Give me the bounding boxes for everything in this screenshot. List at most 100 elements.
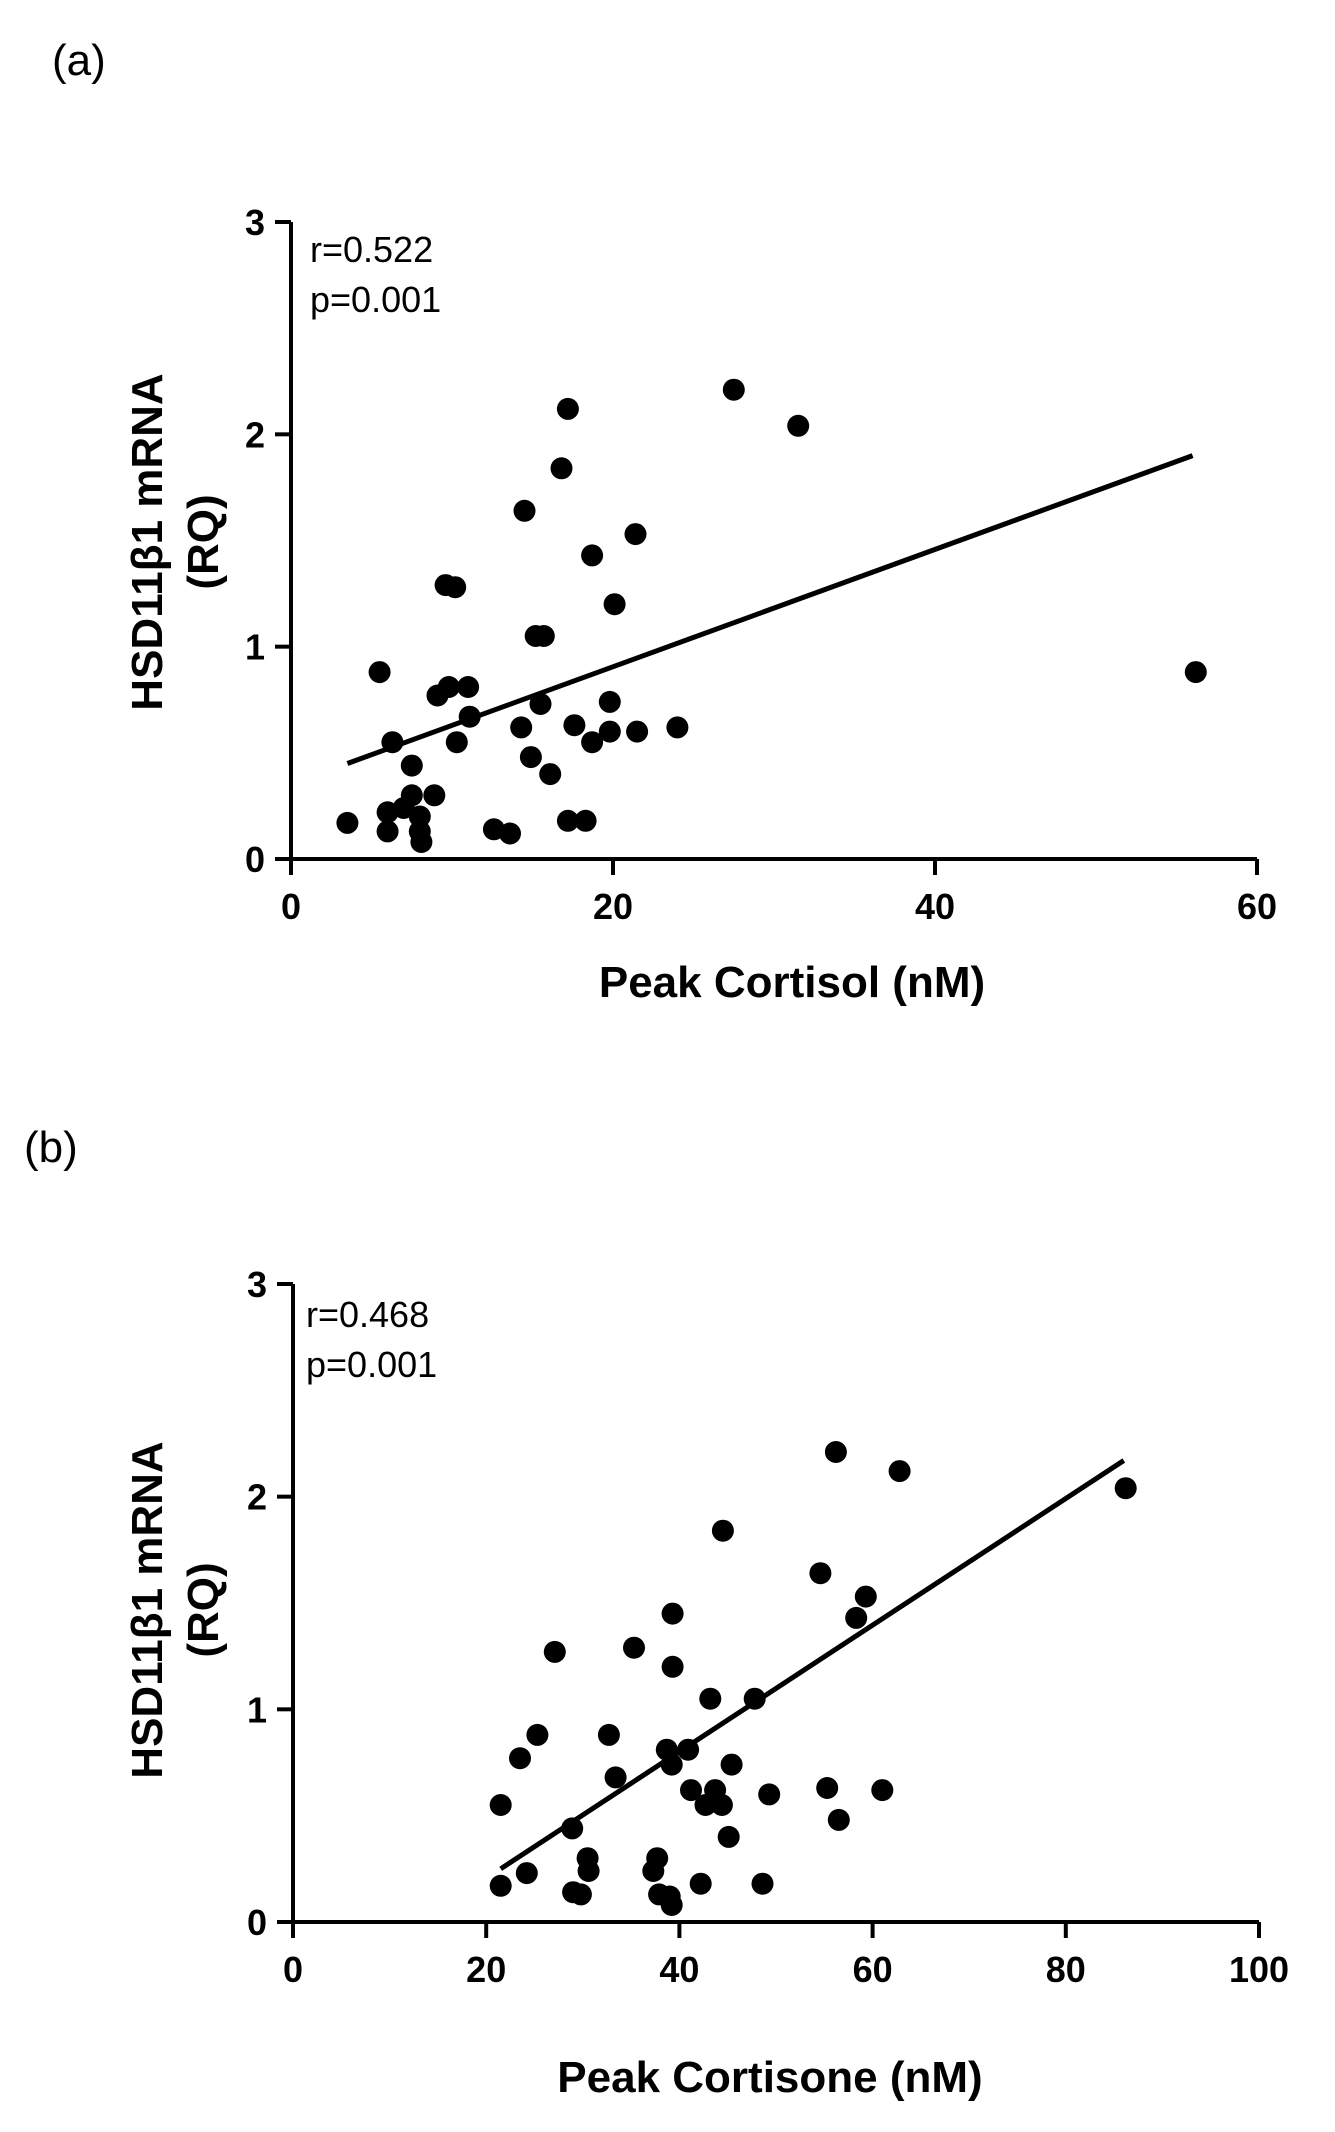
- panel-b-label: (b): [24, 1123, 78, 1172]
- panel-a-r-value: r=0.522: [310, 229, 433, 270]
- panel-a-point-32: [574, 809, 597, 832]
- panel-a-point-33: [581, 544, 604, 567]
- panel-a-point-39: [626, 720, 649, 743]
- panel-a-point-31: [563, 714, 586, 737]
- panel-a-x-tick-label-1: 20: [593, 886, 633, 927]
- panel-a-point-6: [400, 754, 423, 777]
- panel-a-point-27: [539, 763, 562, 786]
- panel-b-points: [489, 1441, 1137, 1916]
- panel-b-point-42: [871, 1779, 894, 1802]
- panel-b-point-39: [827, 1808, 850, 1831]
- panel-a-p-value: p=0.001: [310, 279, 441, 320]
- panel-b-p-value: p=0.001: [306, 1344, 437, 1385]
- panel-a-points: [336, 378, 1207, 853]
- panel-b-point-36: [809, 1562, 832, 1585]
- panel-b-x-tick-label-0: 0: [283, 1949, 303, 1990]
- panel-a-x-tick-label-2: 40: [915, 886, 955, 927]
- panel-a-point-1: [368, 661, 391, 684]
- panel-b-point-37: [816, 1777, 839, 1799]
- panel-a-point-36: [598, 720, 621, 743]
- panel-b-point-35: [758, 1783, 781, 1806]
- panel-b-point-2: [509, 1747, 531, 1770]
- panel-a-point-10: [410, 831, 433, 853]
- panel-a-chart: (a) 0 20 40 60 0 1 2 3 r=0.522 p=0.001 Peak Cor…: [52, 36, 1277, 1007]
- panel-a-x-tick-label-3: 60: [1237, 886, 1277, 927]
- panel-b-point-40: [845, 1606, 868, 1629]
- panel-a-point-35: [598, 690, 621, 713]
- panel-a-y-tick-label-1: 1: [245, 627, 265, 668]
- panel-a-point-17: [457, 676, 480, 698]
- panel-a-point-26: [532, 625, 555, 647]
- panel-a-point-34: [581, 731, 604, 754]
- panel-b-point-41: [854, 1585, 877, 1608]
- panel-a-y-tick-label-3: 3: [245, 202, 265, 243]
- panel-a-point-41: [722, 378, 745, 401]
- panel-b-y-axis-title-line1: HSD11β1 mRNA: [123, 1441, 172, 1778]
- panel-b-x-tick-label-3: 60: [853, 1949, 893, 1990]
- panel-b-chart: (b) 0 20 40 60 80 100 0 1 2 3 r=0.468 p=0.001 Pea…: [24, 1123, 1289, 2102]
- panel-a-point-29: [556, 397, 579, 420]
- panel-b-y-tick-label-3: 3: [247, 1264, 267, 1305]
- panel-b-point-32: [720, 1753, 743, 1776]
- panel-a-point-40: [666, 716, 689, 739]
- panel-b-point-15: [646, 1847, 669, 1870]
- panel-b-point-43: [888, 1460, 911, 1483]
- panel-a-point-15: [444, 576, 467, 599]
- panel-b-point-12: [604, 1766, 627, 1789]
- panel-b-point-38: [824, 1441, 847, 1463]
- panel-b-point-31: [717, 1825, 740, 1848]
- panel-b-point-4: [526, 1723, 549, 1746]
- panel-b-y-tick-label-1: 1: [247, 1689, 267, 1730]
- panel-b-point-24: [680, 1779, 702, 1802]
- panel-b-r-value: r=0.468: [306, 1294, 429, 1335]
- panel-a-point-7: [400, 784, 423, 807]
- panel-a-point-20: [499, 822, 521, 845]
- panel-a-point-28: [550, 457, 573, 480]
- panel-b-y-tick-label-2: 2: [247, 1477, 267, 1518]
- panel-b-point-29: [710, 1794, 733, 1816]
- panel-b-y-axis-title-line2: (RQ): [179, 1562, 228, 1657]
- panel-a-y-axis-title-line2: (RQ): [179, 494, 228, 589]
- panel-b-fit-line: [499, 1458, 1126, 1871]
- panel-b-point-22: [661, 1655, 684, 1678]
- panel-b-point-1: [489, 1794, 512, 1816]
- panel-a-point-16: [445, 731, 468, 754]
- panel-a-point-30: [556, 809, 579, 832]
- panel-b-point-44: [1114, 1477, 1137, 1500]
- panel-a-point-22: [513, 499, 536, 522]
- panel-a-x-axis-title: Peak Cortisol (nM): [599, 958, 985, 1007]
- panel-b-point-13: [623, 1636, 645, 1659]
- panel-a-point-23: [519, 746, 542, 769]
- panel-b-point-3: [515, 1862, 538, 1885]
- panel-b-x-tick-label-1: 20: [466, 1949, 506, 1990]
- panel-b-x-tick-label-2: 40: [659, 1949, 699, 1990]
- panel-a-point-14: [437, 676, 460, 698]
- panel-b-point-10: [577, 1860, 600, 1882]
- panel-a-y-tick-label-0: 0: [245, 839, 265, 880]
- panel-b-x-axis-title: Peak Cortisone (nM): [557, 2053, 982, 2102]
- panel-b-point-20: [660, 1894, 683, 1916]
- panel-b-point-21: [661, 1602, 684, 1625]
- panel-b-point-0: [489, 1874, 512, 1897]
- panel-b-x-tick-label-4: 80: [1046, 1949, 1086, 1990]
- panel-b-x-tick-label-5: 100: [1229, 1949, 1289, 1990]
- panel-b-point-30: [711, 1519, 734, 1542]
- panel-b-point-8: [569, 1883, 592, 1906]
- panel-b-point-11: [597, 1723, 620, 1746]
- panel-a-point-38: [624, 523, 647, 546]
- panel-a-y-axis-title-line1: HSD11β1 mRNA: [123, 373, 172, 710]
- panel-a-point-3: [376, 820, 399, 843]
- panel-b-point-34: [751, 1872, 774, 1895]
- panel-b-y-tick-label-0: 0: [247, 1902, 267, 1943]
- panel-a-y-tick-label-2: 2: [245, 414, 265, 455]
- panel-a-x-tick-label-0: 0: [281, 886, 301, 927]
- panel-a-point-25: [529, 693, 552, 715]
- panel-a-point-21: [510, 716, 533, 739]
- panel-a-axes: 0 20 40 60 0 1 2 3: [245, 202, 1277, 927]
- panel-b-axes: 0 20 40 60 80 100 0 1 2 3: [247, 1264, 1289, 1990]
- panel-a-point-0: [336, 811, 359, 834]
- panel-b-point-25: [689, 1872, 712, 1895]
- panel-b-point-27: [699, 1687, 722, 1710]
- panel-b-point-5: [543, 1640, 566, 1663]
